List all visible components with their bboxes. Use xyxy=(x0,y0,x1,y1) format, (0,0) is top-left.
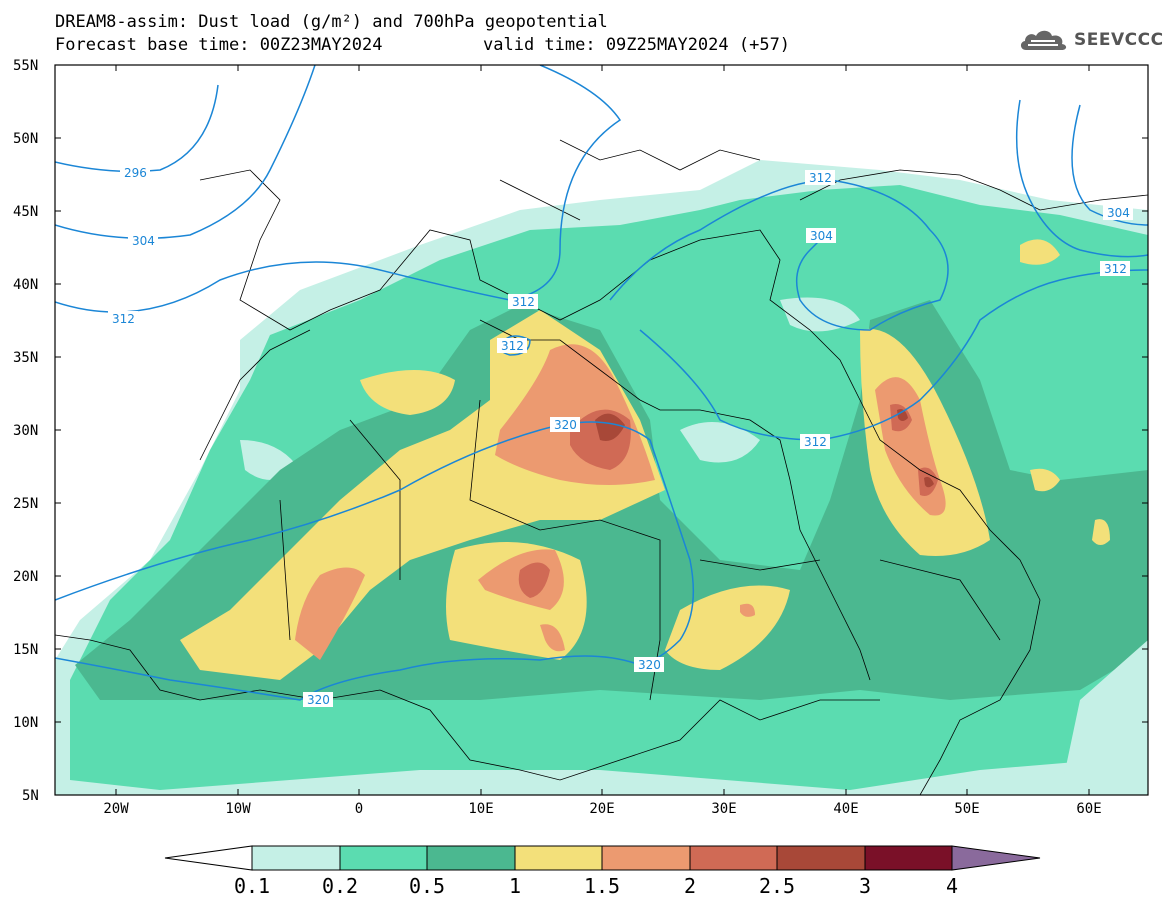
longitude-axis: 20W 10W 0 10E 20E 30E 40E 50E 60E xyxy=(103,65,1102,817)
lon-label-20e: 20E xyxy=(589,801,614,817)
coastlines xyxy=(55,139,1148,795)
svg-text:320: 320 xyxy=(554,418,577,432)
colorbar-swatch xyxy=(339,845,428,871)
lon-label-20w: 20W xyxy=(103,801,129,817)
colorbar-swatch xyxy=(601,845,691,871)
svg-text:312: 312 xyxy=(809,171,832,185)
lat-label-20n: 20N xyxy=(13,569,38,585)
svg-text:320: 320 xyxy=(638,658,661,672)
contour-label-312: 312 xyxy=(805,170,835,185)
colorbar-low-arrow xyxy=(164,845,253,871)
contour-label-320: 320 xyxy=(303,692,333,707)
contour-label-320: 320 xyxy=(550,417,580,432)
colorbar-high-arrow xyxy=(951,845,1041,871)
lat-label-10n: 10N xyxy=(13,715,38,731)
svg-text:304: 304 xyxy=(810,229,833,243)
colorbar-swatch xyxy=(689,845,778,871)
colorbar-swatch xyxy=(776,845,866,871)
lat-label-55n: 55N xyxy=(13,58,38,74)
lat-label-25n: 25N xyxy=(13,496,38,512)
map-title: DREAM8-assim: Dust load (g/m²) and 700hP… xyxy=(55,12,608,32)
svg-text:312: 312 xyxy=(112,312,135,326)
forecast-base-time: Forecast base time: 00Z23MAY2024 xyxy=(55,35,383,55)
lat-label-35n: 35N xyxy=(13,350,38,366)
colorbar-label: 2.5 xyxy=(759,874,795,898)
lat-label-45n: 45N xyxy=(13,204,38,220)
lat-label-5n: 5N xyxy=(22,788,39,804)
contour-label-304: 304 xyxy=(806,228,836,243)
lon-label-10w: 10W xyxy=(225,801,251,817)
svg-text:296: 296 xyxy=(124,166,147,180)
lon-label-50e: 50E xyxy=(954,801,979,817)
svg-text:304: 304 xyxy=(132,234,155,248)
seevccc-logo: SEEVCCC xyxy=(1018,26,1164,54)
latitude-axis: 55N 50N 45N 40N 35N 30N 25N 20N 15N 10N … xyxy=(13,58,1148,804)
colorbar-label: 0.1 xyxy=(234,874,270,898)
colorbar-swatch xyxy=(864,845,953,871)
valid-time: valid time: 09Z25MAY2024 (+57) xyxy=(483,35,791,55)
contour-label-312: 312 xyxy=(508,294,538,309)
contour-labels: 296 304 312 312 312 320 312 304 312 304 … xyxy=(108,165,1133,707)
colorbar: 0.1 0.2 0.5 1 1.5 2 2.5 3 4 xyxy=(164,845,1041,898)
colorbar-label: 0.5 xyxy=(409,874,445,898)
lat-label-15n: 15N xyxy=(13,642,38,658)
lat-label-40n: 40N xyxy=(13,277,38,293)
colorbar-label: 2 xyxy=(684,874,696,898)
dust-load-field xyxy=(55,65,1148,795)
lat-label-50n: 50N xyxy=(13,131,38,147)
lon-label-30e: 30E xyxy=(711,801,736,817)
lon-label-40e: 40E xyxy=(833,801,858,817)
colorbar-swatch xyxy=(514,845,603,871)
lat-label-30n: 30N xyxy=(13,423,38,439)
contour-label-312: 312 xyxy=(108,311,138,326)
contour-label-304: 304 xyxy=(128,233,158,248)
colorbar-label: 1.5 xyxy=(584,874,620,898)
colorbar-label: 3 xyxy=(859,874,871,898)
colorbar-swatch xyxy=(251,845,341,871)
colorbar-label: 1 xyxy=(509,874,521,898)
geopotential-contours xyxy=(55,65,1148,701)
svg-text:312: 312 xyxy=(1104,262,1127,276)
colorbar-label: 0.2 xyxy=(322,874,358,898)
svg-text:320: 320 xyxy=(307,693,330,707)
colorbar-label: 4 xyxy=(946,874,958,898)
contour-label-304: 304 xyxy=(1103,205,1133,220)
lon-label-0: 0 xyxy=(355,801,363,817)
lon-label-10e: 10E xyxy=(468,801,493,817)
svg-text:312: 312 xyxy=(512,295,535,309)
colorbar-swatch xyxy=(426,845,516,871)
contour-label-320: 320 xyxy=(634,657,664,672)
contour-label-312: 312 xyxy=(497,338,527,353)
svg-text:312: 312 xyxy=(501,339,524,353)
cloud-icon xyxy=(1020,30,1067,50)
contour-label-296: 296 xyxy=(120,165,150,180)
contour-label-312: 312 xyxy=(1100,261,1130,276)
logo-text: SEEVCCC xyxy=(1074,30,1164,50)
lon-label-60e: 60E xyxy=(1076,801,1101,817)
svg-text:312: 312 xyxy=(804,435,827,449)
svg-text:304: 304 xyxy=(1107,206,1130,220)
contour-label-312: 312 xyxy=(800,434,830,449)
